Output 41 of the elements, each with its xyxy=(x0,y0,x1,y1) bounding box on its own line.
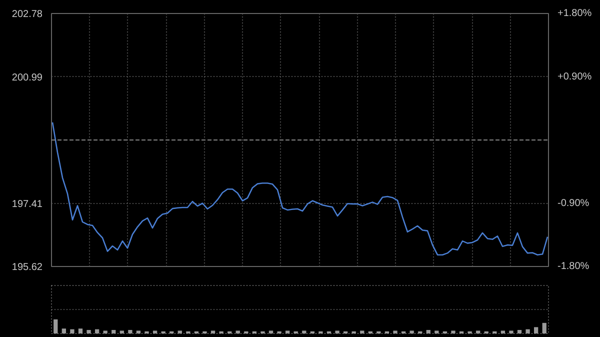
bar xyxy=(210,330,216,334)
bar xyxy=(70,329,74,334)
y2-tick-label: +1.80% xyxy=(558,8,592,19)
y-tick-label: 195.62 xyxy=(12,262,43,273)
bar xyxy=(451,330,456,334)
bar xyxy=(94,329,100,334)
bar xyxy=(54,319,58,334)
y2-tick-label: -1.80% xyxy=(558,261,590,272)
bar xyxy=(78,328,83,334)
bar xyxy=(526,329,530,334)
line-series xyxy=(52,122,548,256)
y2-tick-label: +0.90% xyxy=(558,71,592,82)
bar xyxy=(393,330,398,334)
bar xyxy=(542,322,546,334)
bar xyxy=(360,330,364,334)
bar xyxy=(286,330,290,334)
bar xyxy=(302,330,306,334)
y-tick-label: 200.99 xyxy=(12,72,43,84)
bar xyxy=(103,330,108,334)
bar xyxy=(120,330,124,334)
bar xyxy=(500,330,506,334)
bar xyxy=(517,330,522,334)
bar xyxy=(476,330,480,334)
bar xyxy=(434,330,439,334)
bar xyxy=(534,327,538,334)
bar xyxy=(335,330,340,334)
bar xyxy=(136,330,141,334)
y2-tick-label: -0.90% xyxy=(558,198,590,209)
y-tick-label: 197.41 xyxy=(12,198,43,210)
bar xyxy=(152,330,158,334)
bar xyxy=(128,330,132,334)
y-tick-label: 202.78 xyxy=(12,9,43,20)
bar xyxy=(62,328,66,334)
bar xyxy=(178,330,182,334)
bar xyxy=(236,330,240,334)
bar xyxy=(426,330,430,334)
bar xyxy=(509,330,514,334)
bar xyxy=(86,330,91,334)
bar xyxy=(410,330,414,334)
bar xyxy=(112,330,116,334)
bar xyxy=(268,330,274,334)
